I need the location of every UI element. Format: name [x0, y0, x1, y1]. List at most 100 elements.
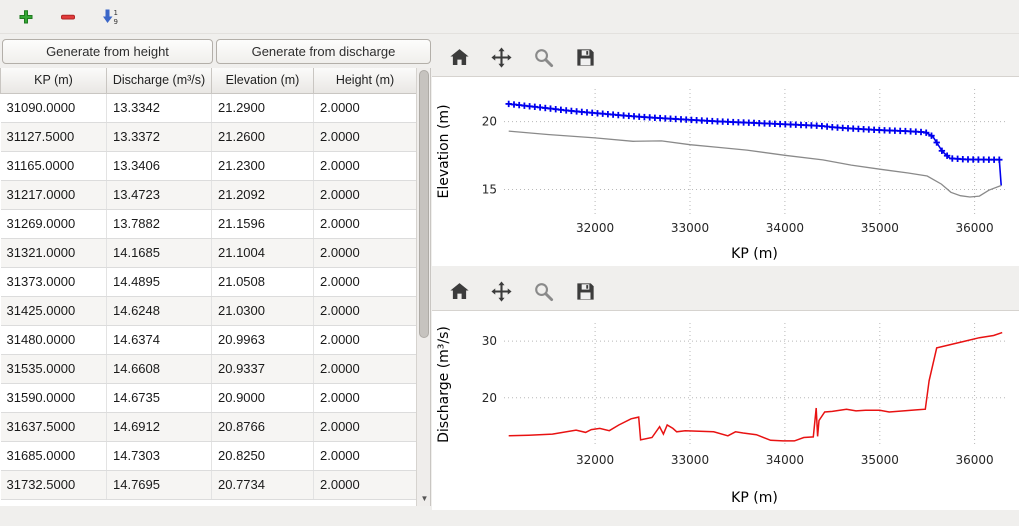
- table-cell[interactable]: 31425.0000: [0, 296, 107, 326]
- table-cell[interactable]: 13.3406: [106, 151, 212, 181]
- table-cell[interactable]: 20.9963: [211, 325, 314, 355]
- save-button[interactable]: [570, 42, 600, 72]
- table-cell[interactable]: 21.1596: [211, 209, 314, 239]
- table-cell[interactable]: 2.0000: [313, 412, 417, 442]
- table-cell[interactable]: 20.8766: [211, 412, 314, 442]
- table-cell[interactable]: 14.7303: [106, 441, 212, 471]
- table-cell[interactable]: 31127.5000: [0, 122, 107, 152]
- table-cell[interactable]: 14.6912: [106, 412, 212, 442]
- home-icon: [449, 48, 469, 65]
- remove-row-button[interactable]: [54, 4, 82, 30]
- home-button[interactable]: [444, 276, 474, 306]
- save-button[interactable]: [570, 276, 600, 306]
- home-icon: [449, 282, 469, 299]
- table-cell[interactable]: 31535.0000: [0, 354, 107, 384]
- table-cell[interactable]: 14.7695: [106, 470, 212, 500]
- pan-button[interactable]: [486, 276, 516, 306]
- table-cell[interactable]: 2.0000: [313, 267, 417, 297]
- column-header[interactable]: KP (m): [0, 68, 107, 94]
- table-cell[interactable]: 31480.0000: [0, 325, 107, 355]
- table-cell[interactable]: 31269.0000: [0, 209, 107, 239]
- table-cell[interactable]: 20.9337: [211, 354, 314, 384]
- table-row[interactable]: 31373.0000 14.4895 21.0508 2.0000: [0, 267, 417, 297]
- table-cell[interactable]: 2.0000: [313, 93, 417, 123]
- table-row[interactable]: 31480.0000 14.6374 20.9963 2.0000: [0, 325, 417, 355]
- table-cell[interactable]: 13.7882: [106, 209, 212, 239]
- table-row[interactable]: 31637.5000 14.6912 20.8766 2.0000: [0, 412, 417, 442]
- table-cell[interactable]: 14.1685: [106, 238, 212, 268]
- table-cell[interactable]: 2.0000: [313, 441, 417, 471]
- table-cell[interactable]: 2.0000: [313, 151, 417, 181]
- column-header[interactable]: Elevation (m): [211, 68, 314, 94]
- table-row[interactable]: 31590.0000 14.6735 20.9000 2.0000: [0, 383, 417, 413]
- vertical-scrollbar[interactable]: ▼: [416, 68, 430, 506]
- table-cell[interactable]: 2.0000: [313, 296, 417, 326]
- table-cell[interactable]: 2.0000: [313, 209, 417, 239]
- table-cell[interactable]: 2.0000: [313, 470, 417, 500]
- svg-text:34000: 34000: [766, 453, 804, 467]
- table-cell[interactable]: 31217.0000: [0, 180, 107, 210]
- discharge-chart[interactable]: 32000 33000 34000 35000 36000 20 30 KP (m) Disch…: [432, 310, 1019, 510]
- table-cell[interactable]: 14.6735: [106, 383, 212, 413]
- elevation-chart[interactable]: 32000 33000 34000 35000 36000 15 20 KP (m) Eleva…: [432, 76, 1019, 266]
- column-header[interactable]: Height (m): [313, 68, 417, 94]
- table-cell[interactable]: 31732.5000: [0, 470, 107, 500]
- add-row-button[interactable]: [12, 4, 40, 30]
- table-cell[interactable]: 14.6374: [106, 325, 212, 355]
- table-cell[interactable]: 31685.0000: [0, 441, 107, 471]
- zoom-button[interactable]: [528, 42, 558, 72]
- home-button[interactable]: [444, 42, 474, 72]
- pan-button[interactable]: [486, 42, 516, 72]
- table-cell[interactable]: 21.2600: [211, 122, 314, 152]
- renumber-rows-button[interactable]: 1 9: [96, 4, 124, 30]
- table-cell[interactable]: 14.4895: [106, 267, 212, 297]
- table-row[interactable]: 31269.0000 13.7882 21.1596 2.0000: [0, 209, 417, 239]
- column-header[interactable]: Discharge (m³/s): [106, 68, 212, 94]
- svg-text:36000: 36000: [956, 221, 994, 235]
- pan-icon: [490, 46, 512, 68]
- table-cell[interactable]: 31373.0000: [0, 267, 107, 297]
- table-cell[interactable]: 21.0300: [211, 296, 314, 326]
- table-cell[interactable]: 2.0000: [313, 238, 417, 268]
- table-row[interactable]: 31685.0000 14.7303 20.8250 2.0000: [0, 441, 417, 471]
- table-cell[interactable]: 31165.0000: [0, 151, 107, 181]
- table-cell[interactable]: 13.3342: [106, 93, 212, 123]
- table-cell[interactable]: 20.7734: [211, 470, 314, 500]
- table-row[interactable]: 31217.0000 13.4723 21.2092 2.0000: [0, 180, 417, 210]
- table-cell[interactable]: 31321.0000: [0, 238, 107, 268]
- table-cell[interactable]: 14.6608: [106, 354, 212, 384]
- table-row[interactable]: 31127.5000 13.3372 21.2600 2.0000: [0, 122, 417, 152]
- table-cell[interactable]: 2.0000: [313, 325, 417, 355]
- table-cell[interactable]: 31637.5000: [0, 412, 107, 442]
- table-row[interactable]: 31090.0000 13.3342 21.2900 2.0000: [0, 93, 417, 123]
- scrollbar-down-button[interactable]: ▼: [417, 490, 430, 506]
- table-cell[interactable]: 31090.0000: [0, 93, 107, 123]
- zoom-button[interactable]: [528, 276, 558, 306]
- table-cell[interactable]: 13.4723: [106, 180, 212, 210]
- table-row[interactable]: 31165.0000 13.3406 21.2300 2.0000: [0, 151, 417, 181]
- table-cell[interactable]: 21.1004: [211, 238, 314, 268]
- table-body: 31090.0000 13.3342 21.2900 2.0000 31127.5000…: [0, 93, 417, 500]
- table-cell[interactable]: 2.0000: [313, 122, 417, 152]
- table-cell[interactable]: 2.0000: [313, 383, 417, 413]
- table-cell[interactable]: 21.2300: [211, 151, 314, 181]
- table-cell[interactable]: 13.3372: [106, 122, 212, 152]
- table-cell[interactable]: 31590.0000: [0, 383, 107, 413]
- svg-text:30: 30: [482, 334, 497, 348]
- generate-from-discharge-button[interactable]: Generate from discharge: [216, 39, 431, 64]
- table-row[interactable]: 31535.0000 14.6608 20.9337 2.0000: [0, 354, 417, 384]
- table-cell[interactable]: 20.9000: [211, 383, 314, 413]
- table-cell[interactable]: 14.6248: [106, 296, 212, 326]
- table-cell[interactable]: 21.2092: [211, 180, 314, 210]
- table-row[interactable]: 31425.0000 14.6248 21.0300 2.0000: [0, 296, 417, 326]
- table-cell[interactable]: 2.0000: [313, 354, 417, 384]
- table-cell[interactable]: 21.2900: [211, 93, 314, 123]
- generate-from-height-button[interactable]: Generate from height: [2, 39, 213, 64]
- scrollbar-thumb[interactable]: [419, 70, 429, 338]
- table-row[interactable]: 31732.5000 14.7695 20.7734 2.0000: [0, 470, 417, 500]
- zoom-icon: [534, 48, 553, 67]
- table-cell[interactable]: 20.8250: [211, 441, 314, 471]
- table-cell[interactable]: 21.0508: [211, 267, 314, 297]
- table-cell[interactable]: 2.0000: [313, 180, 417, 210]
- table-row[interactable]: 31321.0000 14.1685 21.1004 2.0000: [0, 238, 417, 268]
